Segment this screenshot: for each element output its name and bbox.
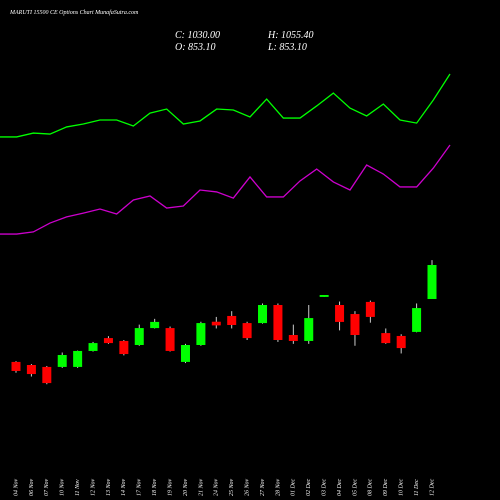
- x-tick-label: 20 Nov: [183, 478, 189, 496]
- candle-body: [211, 321, 221, 326]
- candle-body: [11, 361, 21, 371]
- candle-body: [412, 308, 422, 332]
- candle-body: [381, 333, 391, 344]
- x-tick-label: 17 Nov: [137, 478, 143, 496]
- candle-body: [57, 355, 67, 367]
- candle-body: [427, 265, 437, 300]
- candle-body: [119, 340, 129, 355]
- candle-body: [134, 328, 144, 345]
- candle-body: [165, 328, 175, 351]
- x-tick-label: 12 Nov: [90, 478, 96, 496]
- x-tick-label: 04 Nov: [12, 478, 19, 496]
- x-tick-label: 11 Nov: [75, 479, 81, 496]
- indicator-line: [0, 73, 451, 138]
- x-tick-label: 13 Nov: [106, 478, 112, 496]
- candle-body: [258, 305, 268, 324]
- candle-body: [103, 338, 113, 344]
- candle-body: [196, 323, 206, 345]
- x-tick-label: 05 Dec: [352, 479, 358, 496]
- x-tick-label: 28 Nov: [275, 478, 281, 496]
- candle-body: [288, 335, 298, 341]
- x-tick-label: 09 Dec: [383, 479, 389, 496]
- x-tick-label: 10 Dec: [399, 479, 405, 496]
- candle-body: [335, 305, 345, 322]
- candle-body: [350, 314, 360, 335]
- high-label: H: 1055.40: [267, 30, 314, 41]
- candle-body: [26, 365, 36, 375]
- candle-body: [242, 323, 252, 339]
- candle-body: [227, 315, 237, 325]
- x-tick-label: 07 Nov: [44, 478, 50, 496]
- candle-body: [365, 301, 375, 317]
- candle-body: [88, 343, 98, 351]
- x-tick-label: 19 Nov: [167, 478, 173, 496]
- x-tick-label: 12 Dec: [429, 479, 435, 496]
- low-label: L: 853.10: [267, 42, 307, 53]
- candle-body: [180, 345, 190, 362]
- x-tick-label: 21 Nov: [198, 478, 204, 496]
- chart-title: MARUTI 15500 CE Options Chart MunafaSutr…: [9, 9, 139, 16]
- x-tick-label: 08 Dec: [368, 479, 374, 496]
- close-label: C: 1030.00: [175, 30, 220, 41]
- x-tick-label: 04 Dec: [336, 479, 343, 496]
- x-tick-label: 10 Nov: [60, 478, 66, 496]
- x-tick-label: 24 Nov: [213, 478, 220, 496]
- x-tick-label: 02 Dec: [306, 479, 312, 496]
- x-tick-label: 03 Dec: [322, 479, 328, 496]
- x-tick-label: 27 Nov: [260, 478, 266, 496]
- x-tick-label: 01 Dec: [291, 479, 297, 496]
- x-tick-label: 11 Dec: [414, 479, 420, 496]
- candle-body: [42, 366, 52, 384]
- candle-body: [273, 305, 283, 340]
- candle-body: [304, 318, 314, 341]
- open-label: O: 853.10: [175, 42, 216, 53]
- candle-body: [150, 321, 160, 329]
- x-tick-label: 06 Nov: [29, 478, 35, 496]
- x-tick-label: 18 Nov: [152, 478, 158, 496]
- x-tick-label: 25 Nov: [229, 478, 235, 496]
- candle-body: [73, 350, 83, 367]
- x-tick-label: 14 Nov: [120, 478, 127, 496]
- x-tick-label: 26 Nov: [244, 478, 250, 496]
- indicator-line: [0, 144, 451, 235]
- candle-body: [319, 295, 329, 297]
- candle-body: [396, 335, 406, 349]
